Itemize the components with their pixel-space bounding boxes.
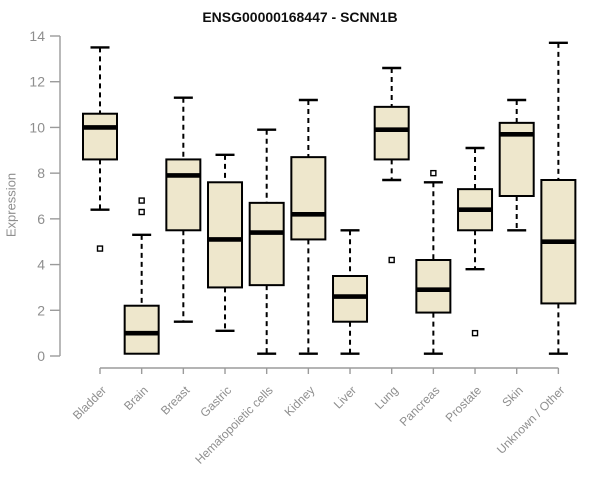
x-category-label: Liver (331, 383, 359, 411)
iqr-box (415, 259, 452, 314)
y-tick-label: 14 (29, 28, 45, 44)
x-category-label: Breast (158, 383, 193, 418)
iqr-box (165, 158, 202, 232)
x-category-label: Brain (121, 383, 151, 413)
boxplot-group (498, 98, 535, 232)
y-tick-label: 0 (37, 348, 45, 364)
iqr-box (123, 304, 160, 355)
outlier-point (138, 197, 145, 204)
outlier-point (96, 245, 104, 252)
boxplot-group (207, 153, 244, 333)
y-tick-label: 4 (37, 257, 45, 273)
iqr-box (373, 105, 410, 161)
outlier-point (430, 169, 437, 177)
iqr-box (207, 181, 244, 289)
x-category-label: Hematopoietic cells (192, 383, 275, 466)
boxplot-group (123, 197, 160, 355)
outlier-point (388, 256, 395, 264)
boxplot-group (332, 229, 369, 355)
iqr-box (290, 156, 327, 241)
y-tick-label: 10 (29, 119, 45, 135)
outlier-point (138, 208, 145, 216)
x-category-label: Gastric (197, 383, 234, 420)
boxplot-group (457, 146, 494, 337)
boxplot-group (248, 128, 285, 355)
chart-title: ENSG00000168447 - SCNN1B (202, 9, 398, 25)
y-tick-label: 2 (37, 302, 45, 318)
iqr-box (248, 201, 285, 287)
y-tick-label: 8 (37, 165, 45, 181)
y-tick-label: 12 (29, 74, 45, 90)
x-category-label: Bladder (70, 383, 109, 422)
outlier-point (471, 329, 479, 337)
boxplot-group (165, 96, 202, 323)
y-tick-label: 6 (37, 211, 45, 227)
iqr-box (82, 112, 118, 161)
boxplot-group (82, 46, 118, 252)
boxplot-group (415, 169, 452, 355)
x-category-label: Prostate (443, 383, 485, 425)
x-category-label: Kidney (282, 383, 318, 419)
x-category-label: Skin (499, 383, 525, 409)
x-category-label: Pancreas (397, 383, 443, 429)
x-category-label: Lung (372, 383, 401, 412)
boxplot-group (540, 41, 577, 355)
boxplot-group (290, 98, 327, 355)
boxplot-group (373, 66, 410, 264)
